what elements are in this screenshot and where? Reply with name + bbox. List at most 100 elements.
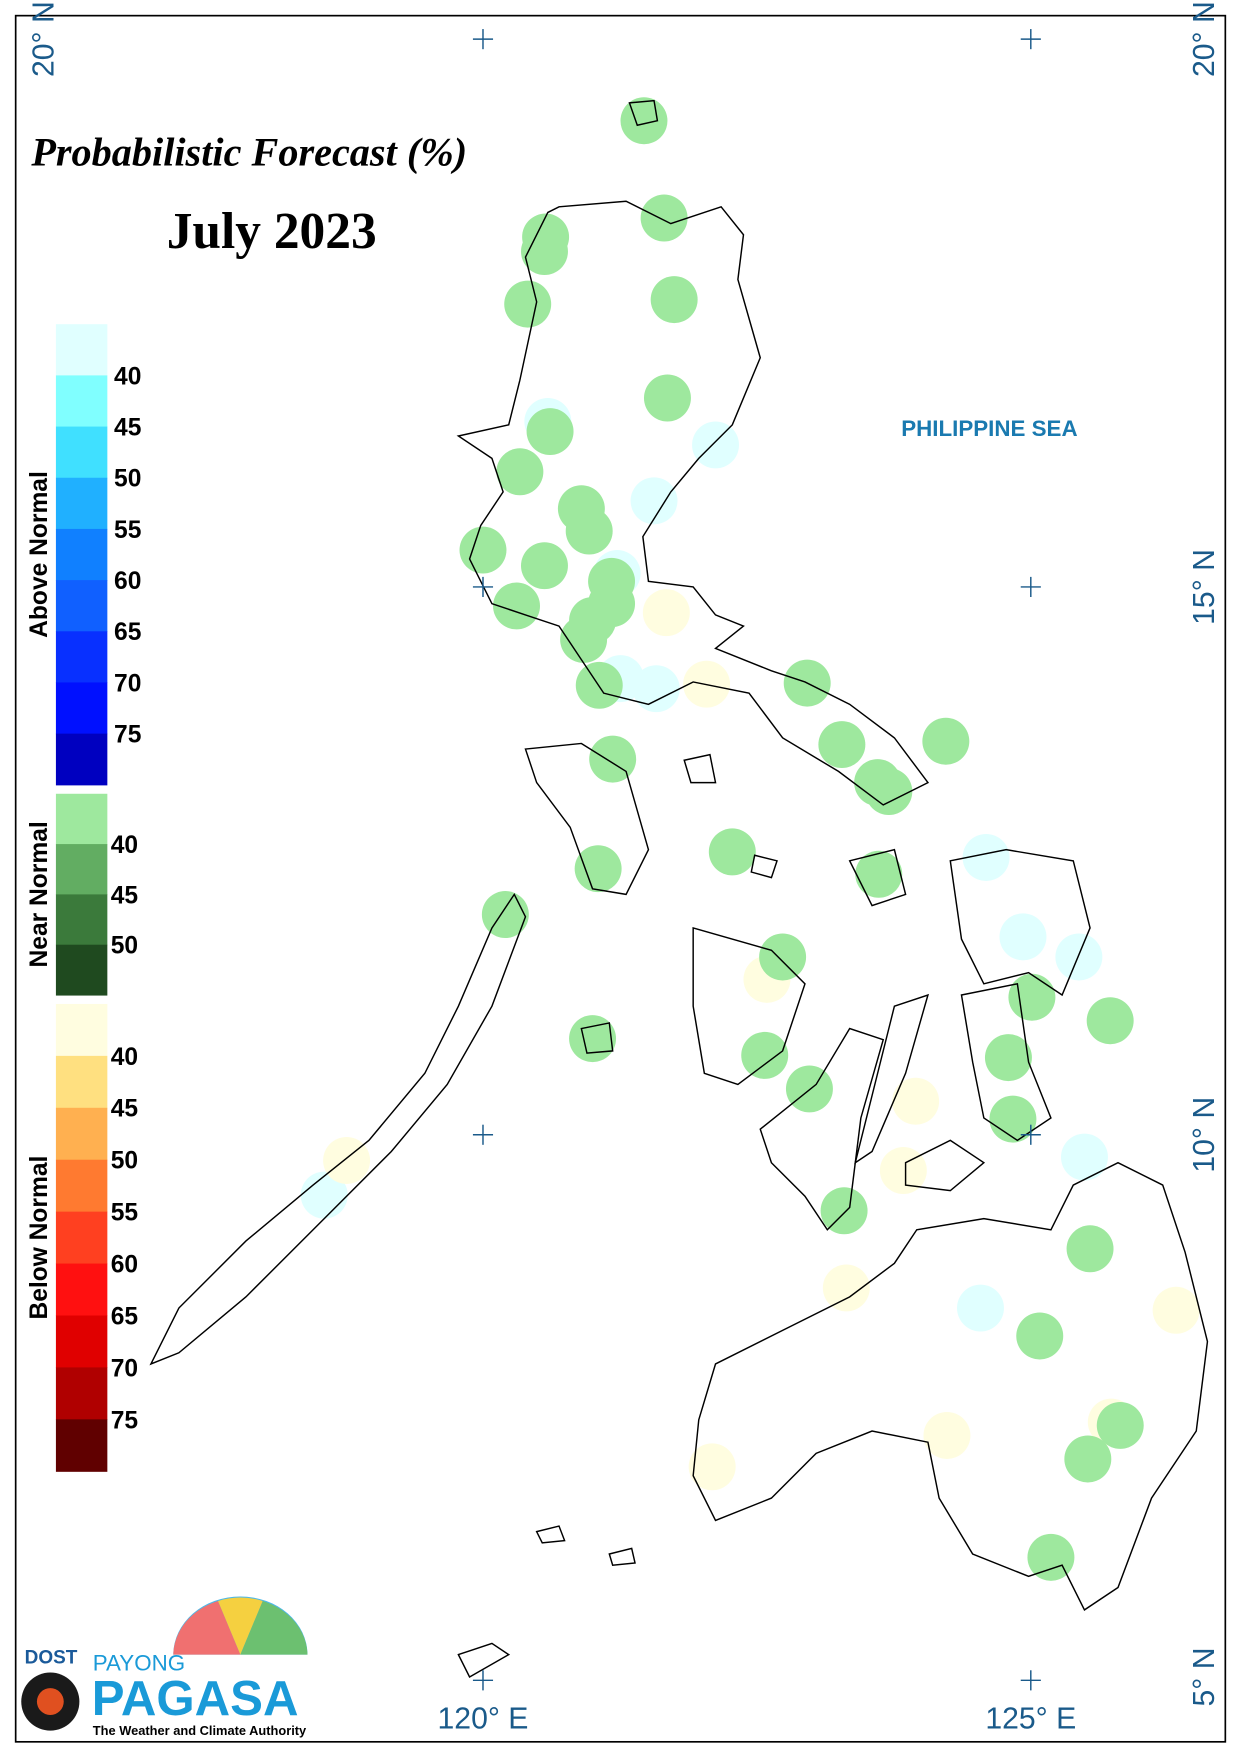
map-frame	[14, 14, 1227, 1743]
legend-label: 65	[111, 1303, 138, 1330]
station-marker	[1016, 1312, 1064, 1360]
logo-agency: DOST	[25, 1648, 78, 1669]
legend-swatch	[55, 1367, 108, 1420]
station-marker	[650, 276, 698, 324]
station-marker	[892, 1077, 940, 1125]
station-marker	[688, 1443, 736, 1491]
station-marker	[1096, 1401, 1144, 1449]
station-marker	[708, 828, 756, 876]
coastline	[149, 99, 1209, 1678]
legend-section-title: Below Normal	[26, 1156, 53, 1320]
station-marker	[692, 421, 740, 469]
station-marker	[962, 834, 1010, 881]
station-marker	[493, 582, 541, 630]
station-marker	[923, 1412, 971, 1459]
legend-swatch	[55, 1315, 108, 1368]
latitude-label: 20° N	[28, 1, 61, 77]
legend-swatch	[55, 844, 108, 895]
legend-swatch	[55, 477, 108, 530]
legend-swatch	[55, 1211, 108, 1265]
station-marker	[759, 933, 807, 981]
station-marker	[1055, 933, 1103, 981]
station-marker	[1064, 1435, 1112, 1483]
longitude-label: 120° E	[438, 1702, 529, 1735]
legend-label: 45	[111, 1096, 138, 1123]
station-marker	[822, 1264, 870, 1312]
legend-label: 50	[111, 933, 138, 960]
station-marker	[459, 526, 507, 574]
latitude-label: 5° N	[1188, 1647, 1221, 1706]
legend-label: 75	[111, 1407, 138, 1434]
station-marker	[642, 589, 690, 637]
station-marker	[879, 1147, 927, 1195]
logo-tagline: The Weather and Climate Authority	[93, 1723, 307, 1738]
station-marker	[984, 1034, 1032, 1082]
latitude-label: 15° N	[1188, 549, 1221, 625]
station-marker	[957, 1284, 1004, 1332]
station-marker	[526, 408, 574, 456]
legend-section-title: Above Normal	[26, 471, 53, 638]
station-marker	[922, 717, 970, 765]
legend-label: 70	[114, 670, 141, 697]
logo-umbrella-part	[218, 1597, 263, 1655]
station-marker	[520, 228, 568, 276]
legend-label: 40	[114, 363, 141, 390]
legend-label: 40	[111, 832, 138, 859]
legend-swatch	[55, 324, 108, 376]
legend-label: 45	[114, 415, 141, 442]
station-marker	[569, 1015, 617, 1063]
station-marker	[999, 913, 1047, 961]
station-marker	[589, 735, 637, 783]
legend-section-title: Near Normal	[26, 821, 53, 967]
graticule	[472, 29, 1041, 1691]
legend-swatch	[55, 793, 108, 845]
logo-brand-top: PAYONG	[93, 1650, 185, 1675]
map-period: July 2023	[167, 203, 377, 260]
legend-label: 50	[111, 1148, 138, 1175]
map-title: Probabilistic Forecast (%)	[30, 129, 467, 174]
station-marker	[560, 616, 608, 663]
station-marker	[865, 768, 913, 816]
station-marker	[820, 1187, 868, 1235]
station-marker	[643, 374, 691, 422]
longitude-label: 125° E	[985, 1702, 1076, 1735]
legend-label: 60	[114, 568, 141, 595]
latitude-label: 10° N	[1188, 1097, 1221, 1173]
legend-label: 40	[111, 1044, 138, 1071]
latitude-label: 20° N	[1188, 1, 1221, 77]
station-marker	[818, 721, 866, 769]
legend-swatch	[55, 631, 108, 684]
station-marker	[741, 1031, 789, 1079]
legend-label: 75	[114, 722, 141, 749]
legend-swatch	[55, 1107, 108, 1161]
legend-swatch	[55, 682, 108, 735]
legend-swatch	[55, 426, 108, 479]
legend-swatch	[55, 1419, 108, 1472]
station-marker	[574, 845, 622, 893]
station-marker	[855, 850, 903, 898]
logo-brand: PAGASA	[92, 1671, 299, 1726]
legend-label: 55	[114, 517, 141, 544]
legend-label: 65	[114, 619, 141, 646]
legend-swatch	[55, 375, 108, 428]
station-marker	[1086, 997, 1134, 1045]
logo-seal-center	[36, 1688, 64, 1715]
station-marker	[989, 1095, 1037, 1143]
station-marker	[1027, 1533, 1075, 1581]
legend-label: 45	[111, 882, 138, 909]
legend-swatch	[55, 580, 108, 632]
station-marker	[632, 665, 680, 713]
sea-label: PHILIPPINE SEA	[901, 416, 1077, 441]
station-marker	[1008, 973, 1056, 1021]
legend: 40 45 50 55 60 65 70 75 Above Normal 40 45 50 Near N…	[26, 324, 141, 1472]
legend-swatch	[55, 894, 108, 946]
station-marker	[620, 97, 668, 145]
station-marker	[565, 507, 613, 555]
station-marker	[640, 194, 688, 242]
legend-swatch	[55, 1055, 108, 1109]
legend-swatch	[55, 528, 108, 581]
legend-label: 60	[111, 1252, 138, 1279]
station-marker	[1152, 1286, 1200, 1334]
legend-label: 70	[111, 1355, 138, 1382]
